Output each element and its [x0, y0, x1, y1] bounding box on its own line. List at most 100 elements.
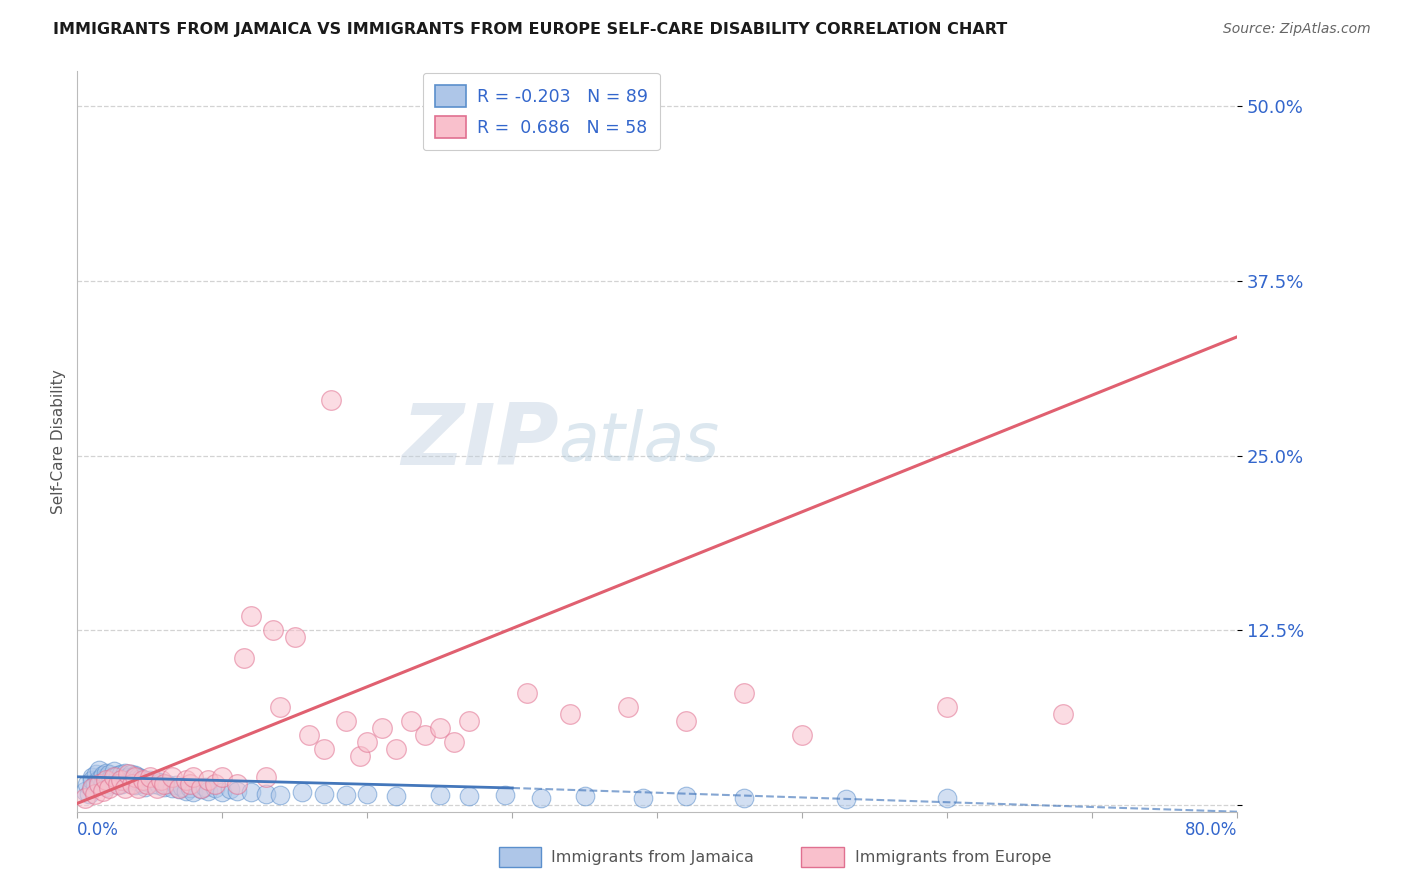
Text: Immigrants from Jamaica: Immigrants from Jamaica	[551, 850, 754, 864]
Point	[319, 392, 342, 407]
Point	[107, 768, 129, 782]
Point	[124, 778, 146, 792]
Point	[96, 765, 118, 780]
Point	[124, 768, 146, 782]
Point	[146, 780, 169, 795]
Point	[150, 775, 173, 789]
Point	[121, 771, 143, 785]
Point	[792, 728, 814, 742]
Point	[132, 772, 155, 787]
Point	[127, 770, 149, 784]
Point	[675, 714, 697, 728]
Point	[83, 787, 105, 801]
Point	[617, 700, 640, 714]
Point	[153, 780, 176, 794]
Point	[385, 789, 408, 804]
Point	[93, 775, 115, 789]
Point	[114, 780, 136, 795]
Text: 0.0%: 0.0%	[77, 822, 120, 839]
Point	[240, 609, 263, 624]
Point	[103, 764, 125, 779]
Point	[312, 742, 335, 756]
Point	[87, 763, 110, 777]
Text: 80.0%: 80.0%	[1185, 822, 1237, 839]
Point	[112, 771, 135, 785]
Point	[443, 735, 465, 749]
Point	[733, 790, 755, 805]
Point	[76, 777, 98, 791]
Point	[936, 700, 959, 714]
Point	[240, 785, 263, 799]
Point	[139, 770, 162, 784]
Point	[429, 721, 451, 735]
Point	[457, 714, 479, 728]
Point	[349, 748, 371, 763]
Point	[148, 778, 170, 792]
Point	[835, 792, 858, 806]
Point	[110, 772, 132, 787]
Point	[145, 774, 167, 789]
Point	[93, 784, 115, 798]
Point	[96, 780, 118, 794]
Point	[190, 780, 212, 795]
Point	[457, 789, 479, 804]
Point	[356, 787, 378, 801]
Point	[107, 778, 129, 792]
Point	[167, 782, 190, 797]
Point	[80, 770, 103, 784]
Point	[128, 775, 150, 789]
Point	[291, 785, 314, 799]
Point	[136, 775, 159, 789]
Point	[413, 728, 436, 742]
Point	[179, 780, 201, 795]
Point	[312, 787, 335, 801]
Point	[284, 630, 307, 644]
Point	[93, 768, 115, 782]
Point	[233, 651, 256, 665]
Point	[204, 777, 226, 791]
Point	[83, 777, 105, 791]
Point	[675, 789, 697, 804]
Point	[121, 777, 143, 791]
Point	[131, 772, 153, 787]
Point	[156, 777, 179, 791]
Text: ZIP: ZIP	[401, 400, 558, 483]
Point	[269, 700, 291, 714]
Point	[122, 772, 145, 787]
Point	[262, 623, 284, 637]
Point	[371, 721, 394, 735]
Point	[183, 785, 205, 799]
Point	[190, 782, 212, 797]
Point	[136, 777, 159, 791]
Point	[115, 775, 138, 789]
Point	[356, 735, 378, 749]
Point	[110, 767, 132, 781]
Point	[77, 787, 100, 801]
Point	[94, 774, 117, 789]
Text: IMMIGRANTS FROM JAMAICA VS IMMIGRANTS FROM EUROPE SELF-CARE DISABILITY CORRELATI: IMMIGRANTS FROM JAMAICA VS IMMIGRANTS FR…	[53, 22, 1008, 37]
Point	[165, 778, 187, 792]
Point	[733, 686, 755, 700]
Point	[560, 706, 582, 721]
Point	[80, 772, 103, 787]
Point	[183, 770, 205, 784]
Point	[107, 777, 129, 791]
Point	[160, 780, 183, 795]
Point	[100, 771, 122, 785]
Point	[194, 780, 217, 794]
Point	[211, 770, 233, 784]
Point	[399, 714, 422, 728]
Text: Immigrants from Europe: Immigrants from Europe	[855, 850, 1052, 864]
Point	[98, 767, 121, 781]
Point	[98, 780, 121, 795]
Point	[87, 777, 110, 791]
Point	[139, 772, 162, 787]
Point	[80, 780, 103, 795]
Point	[197, 772, 219, 787]
Point	[104, 770, 127, 784]
Point	[174, 772, 197, 787]
Point	[204, 780, 226, 795]
Point	[197, 784, 219, 798]
Point	[118, 774, 141, 789]
Point	[117, 770, 139, 784]
